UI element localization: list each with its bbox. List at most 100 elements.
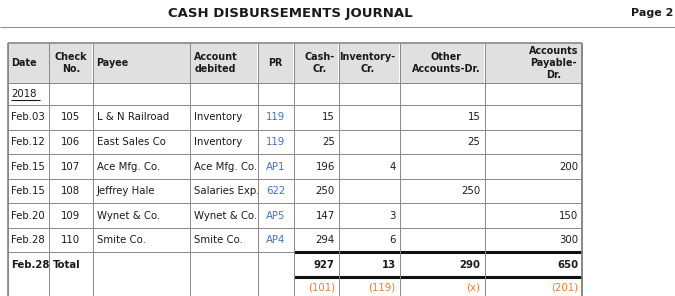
Bar — [93, 252, 190, 277]
Text: Total: Total — [53, 260, 80, 270]
Bar — [400, 228, 484, 252]
Bar — [485, 228, 582, 252]
Text: Payee: Payee — [97, 58, 129, 68]
Text: Ace Mfg. Co.: Ace Mfg. Co. — [97, 162, 160, 171]
Bar — [8, 83, 49, 105]
Text: 119: 119 — [266, 112, 285, 122]
Bar — [400, 105, 484, 130]
Bar — [93, 203, 190, 228]
Bar — [294, 203, 338, 228]
Bar — [190, 252, 257, 277]
Bar — [258, 203, 293, 228]
Text: Feb.15: Feb.15 — [11, 186, 45, 196]
Bar — [49, 130, 92, 154]
Text: (201): (201) — [551, 283, 578, 293]
Bar — [485, 130, 582, 154]
Bar — [8, 43, 49, 83]
Text: Date: Date — [11, 58, 37, 68]
Text: 13: 13 — [381, 260, 396, 270]
Bar — [294, 252, 338, 277]
Text: 110: 110 — [61, 235, 80, 245]
Text: 4: 4 — [389, 162, 396, 171]
Bar — [8, 105, 49, 130]
Bar — [8, 154, 49, 179]
Bar — [400, 252, 484, 277]
Text: 108: 108 — [61, 186, 80, 196]
Text: 106: 106 — [61, 137, 80, 147]
Text: Smite Co.: Smite Co. — [194, 235, 242, 245]
Bar — [49, 43, 92, 83]
Bar — [258, 252, 293, 277]
Bar — [400, 179, 484, 203]
Bar — [8, 252, 49, 277]
Bar — [8, 130, 49, 154]
Bar — [485, 154, 582, 179]
Bar — [485, 105, 582, 130]
Bar — [93, 43, 190, 83]
Bar — [400, 83, 484, 105]
Bar — [8, 203, 49, 228]
Bar — [190, 130, 257, 154]
Bar — [339, 105, 399, 130]
Text: 3: 3 — [389, 211, 396, 221]
Bar — [190, 179, 257, 203]
Text: 294: 294 — [315, 235, 335, 245]
Bar — [8, 228, 49, 252]
Bar — [258, 277, 293, 296]
Bar — [485, 179, 582, 203]
Text: Cash-
Cr.: Cash- Cr. — [304, 52, 335, 74]
Text: CASH DISBURSEMENTS JOURNAL: CASH DISBURSEMENTS JOURNAL — [168, 7, 412, 20]
Text: Account
debited: Account debited — [194, 52, 238, 74]
Text: Smite Co.: Smite Co. — [97, 235, 145, 245]
Text: Wynet & Co.: Wynet & Co. — [97, 211, 160, 221]
Bar — [339, 154, 399, 179]
Bar — [258, 154, 293, 179]
Bar — [400, 43, 484, 83]
Text: 196: 196 — [315, 162, 335, 171]
Text: 927: 927 — [314, 260, 335, 270]
Text: 300: 300 — [560, 235, 578, 245]
Text: (x): (x) — [466, 283, 481, 293]
Text: AP1: AP1 — [266, 162, 285, 171]
Bar — [93, 105, 190, 130]
Bar — [190, 228, 257, 252]
Text: Wynet & Co.: Wynet & Co. — [194, 211, 257, 221]
Bar — [294, 105, 338, 130]
Text: 15: 15 — [468, 112, 481, 122]
Bar — [485, 43, 582, 83]
Bar — [258, 228, 293, 252]
Bar — [485, 203, 582, 228]
Text: 250: 250 — [461, 186, 481, 196]
Text: 15: 15 — [322, 112, 335, 122]
Bar — [49, 252, 92, 277]
Bar — [339, 203, 399, 228]
Bar — [294, 228, 338, 252]
Bar — [8, 179, 49, 203]
Text: 107: 107 — [61, 162, 80, 171]
Bar — [190, 203, 257, 228]
Text: AP5: AP5 — [266, 211, 285, 221]
Text: East Sales Co: East Sales Co — [97, 137, 165, 147]
Bar — [485, 83, 582, 105]
Bar — [190, 154, 257, 179]
Bar — [294, 154, 338, 179]
Bar — [93, 228, 190, 252]
Bar — [258, 130, 293, 154]
Bar — [400, 203, 484, 228]
Bar — [49, 154, 92, 179]
Text: Accounts
Payable-
Dr.: Accounts Payable- Dr. — [529, 46, 578, 80]
Text: Ace Mfg. Co.: Ace Mfg. Co. — [194, 162, 257, 171]
Bar — [294, 179, 338, 203]
Bar — [294, 130, 338, 154]
Bar — [93, 83, 190, 105]
Bar — [294, 83, 338, 105]
Text: (119): (119) — [369, 283, 396, 293]
Text: 6: 6 — [389, 235, 396, 245]
Bar — [258, 105, 293, 130]
Bar — [339, 252, 399, 277]
Text: 2018: 2018 — [11, 89, 37, 99]
Text: Feb.15: Feb.15 — [11, 162, 45, 171]
Text: 105: 105 — [61, 112, 80, 122]
Bar — [339, 130, 399, 154]
Text: 119: 119 — [266, 137, 285, 147]
